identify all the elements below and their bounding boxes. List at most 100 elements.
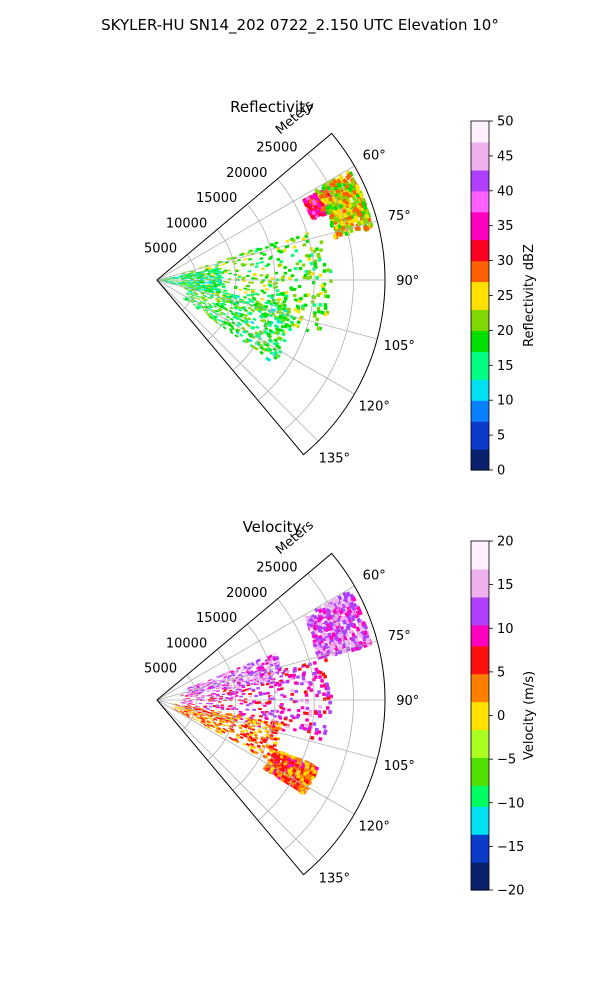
echo-cell	[243, 296, 247, 299]
colorbar-band	[471, 330, 489, 338]
echo-cell	[213, 317, 218, 322]
echo-cell	[240, 724, 245, 727]
echo-cell	[316, 306, 321, 311]
echo-cell	[189, 283, 194, 285]
echo-cell	[254, 302, 259, 306]
echo-cell	[205, 716, 209, 720]
echo-cell	[309, 622, 315, 628]
echo-cell	[226, 299, 230, 303]
echo-cell	[214, 314, 219, 318]
echo-cell	[315, 189, 321, 195]
echo-cell	[237, 275, 242, 278]
sector-outline	[156, 132, 386, 456]
echo-cell	[214, 303, 219, 307]
echo-cell	[313, 710, 318, 715]
echo-cell	[207, 686, 212, 689]
echo-cell	[328, 196, 334, 202]
echo-cell	[190, 709, 195, 712]
echo-cell	[303, 293, 308, 298]
colorbar-band	[471, 169, 489, 178]
echo-cell	[230, 312, 235, 316]
echo-cell	[212, 687, 217, 690]
echo-cell	[277, 771, 283, 776]
echo-cell	[277, 263, 282, 267]
echo-cell	[199, 296, 203, 299]
echo-cell	[208, 304, 213, 308]
echo-cell	[323, 306, 328, 311]
echo-cell	[321, 205, 327, 210]
echo-cell	[203, 705, 208, 707]
echo-cell	[308, 680, 312, 685]
echo-cell	[194, 291, 198, 294]
echo-cell	[245, 742, 250, 747]
echo-cell	[309, 627, 315, 632]
echo-cell	[241, 669, 246, 673]
echo-cell	[187, 686, 192, 689]
echo-cell	[184, 710, 188, 713]
echo-cell	[210, 709, 214, 712]
echo-cell	[340, 603, 346, 609]
colorbar-band	[471, 155, 489, 164]
echo-cell	[167, 282, 171, 284]
echo-cell	[217, 318, 222, 322]
echo-cell	[323, 302, 328, 307]
echo-cell	[206, 289, 211, 292]
colorbar-band	[471, 820, 489, 828]
colorbar-band	[471, 687, 489, 696]
echo-cell	[346, 172, 353, 179]
echo-cell	[310, 735, 315, 740]
echo-cell	[353, 215, 359, 221]
azimuth-spoke	[156, 279, 319, 442]
echo-cell	[215, 727, 220, 731]
echo-cell	[304, 711, 309, 716]
echo-cell	[197, 304, 202, 307]
echo-cell	[205, 683, 210, 686]
echo-cell	[320, 678, 325, 683]
echo-cell	[198, 285, 203, 287]
echo-cell	[300, 307, 305, 311]
colorbar-band	[471, 393, 489, 401]
echo-cell	[175, 278, 180, 279]
echo-cell	[336, 178, 342, 185]
azimuth-spoke	[156, 699, 319, 862]
echo-cell	[204, 714, 209, 717]
echo-cell	[166, 277, 170, 279]
echo-cell	[187, 284, 192, 286]
azimuth-tick-label: 105°	[384, 759, 415, 774]
echo-cell	[290, 274, 295, 278]
echo-cell	[350, 616, 356, 622]
echo-cell	[254, 277, 258, 280]
echo-cell	[162, 280, 167, 282]
echo-cell	[252, 317, 257, 322]
echo-cell	[195, 689, 200, 692]
echo-cell	[190, 706, 194, 708]
echo-cell	[168, 282, 173, 284]
echo-cell	[181, 274, 186, 277]
echo-cell	[255, 325, 260, 330]
echo-cell	[186, 698, 191, 699]
echo-cell	[240, 306, 245, 310]
echo-cell	[244, 252, 249, 256]
echo-cell	[214, 309, 219, 313]
colorbar-band	[471, 624, 489, 633]
echo-cell	[266, 752, 271, 757]
echo-cell	[234, 708, 239, 711]
echo-cell	[179, 277, 184, 278]
echo-cell	[345, 174, 351, 181]
echo-cell	[218, 698, 223, 700]
echo-cell	[257, 718, 262, 722]
echo-cell	[228, 689, 233, 692]
echo-cell	[201, 713, 205, 717]
echo-cell	[207, 272, 212, 274]
colorbar-band	[471, 792, 489, 800]
range-tick-label: 10000	[166, 216, 207, 231]
echo-cell	[250, 291, 255, 294]
echo-cell	[273, 758, 279, 763]
echo-cell	[203, 295, 208, 298]
echo-cell	[221, 291, 226, 295]
echo-cell	[228, 683, 233, 686]
echo-cell	[232, 676, 237, 679]
echo-cell	[273, 683, 278, 687]
echo-cell	[195, 691, 200, 693]
colorbar-band	[471, 841, 489, 849]
